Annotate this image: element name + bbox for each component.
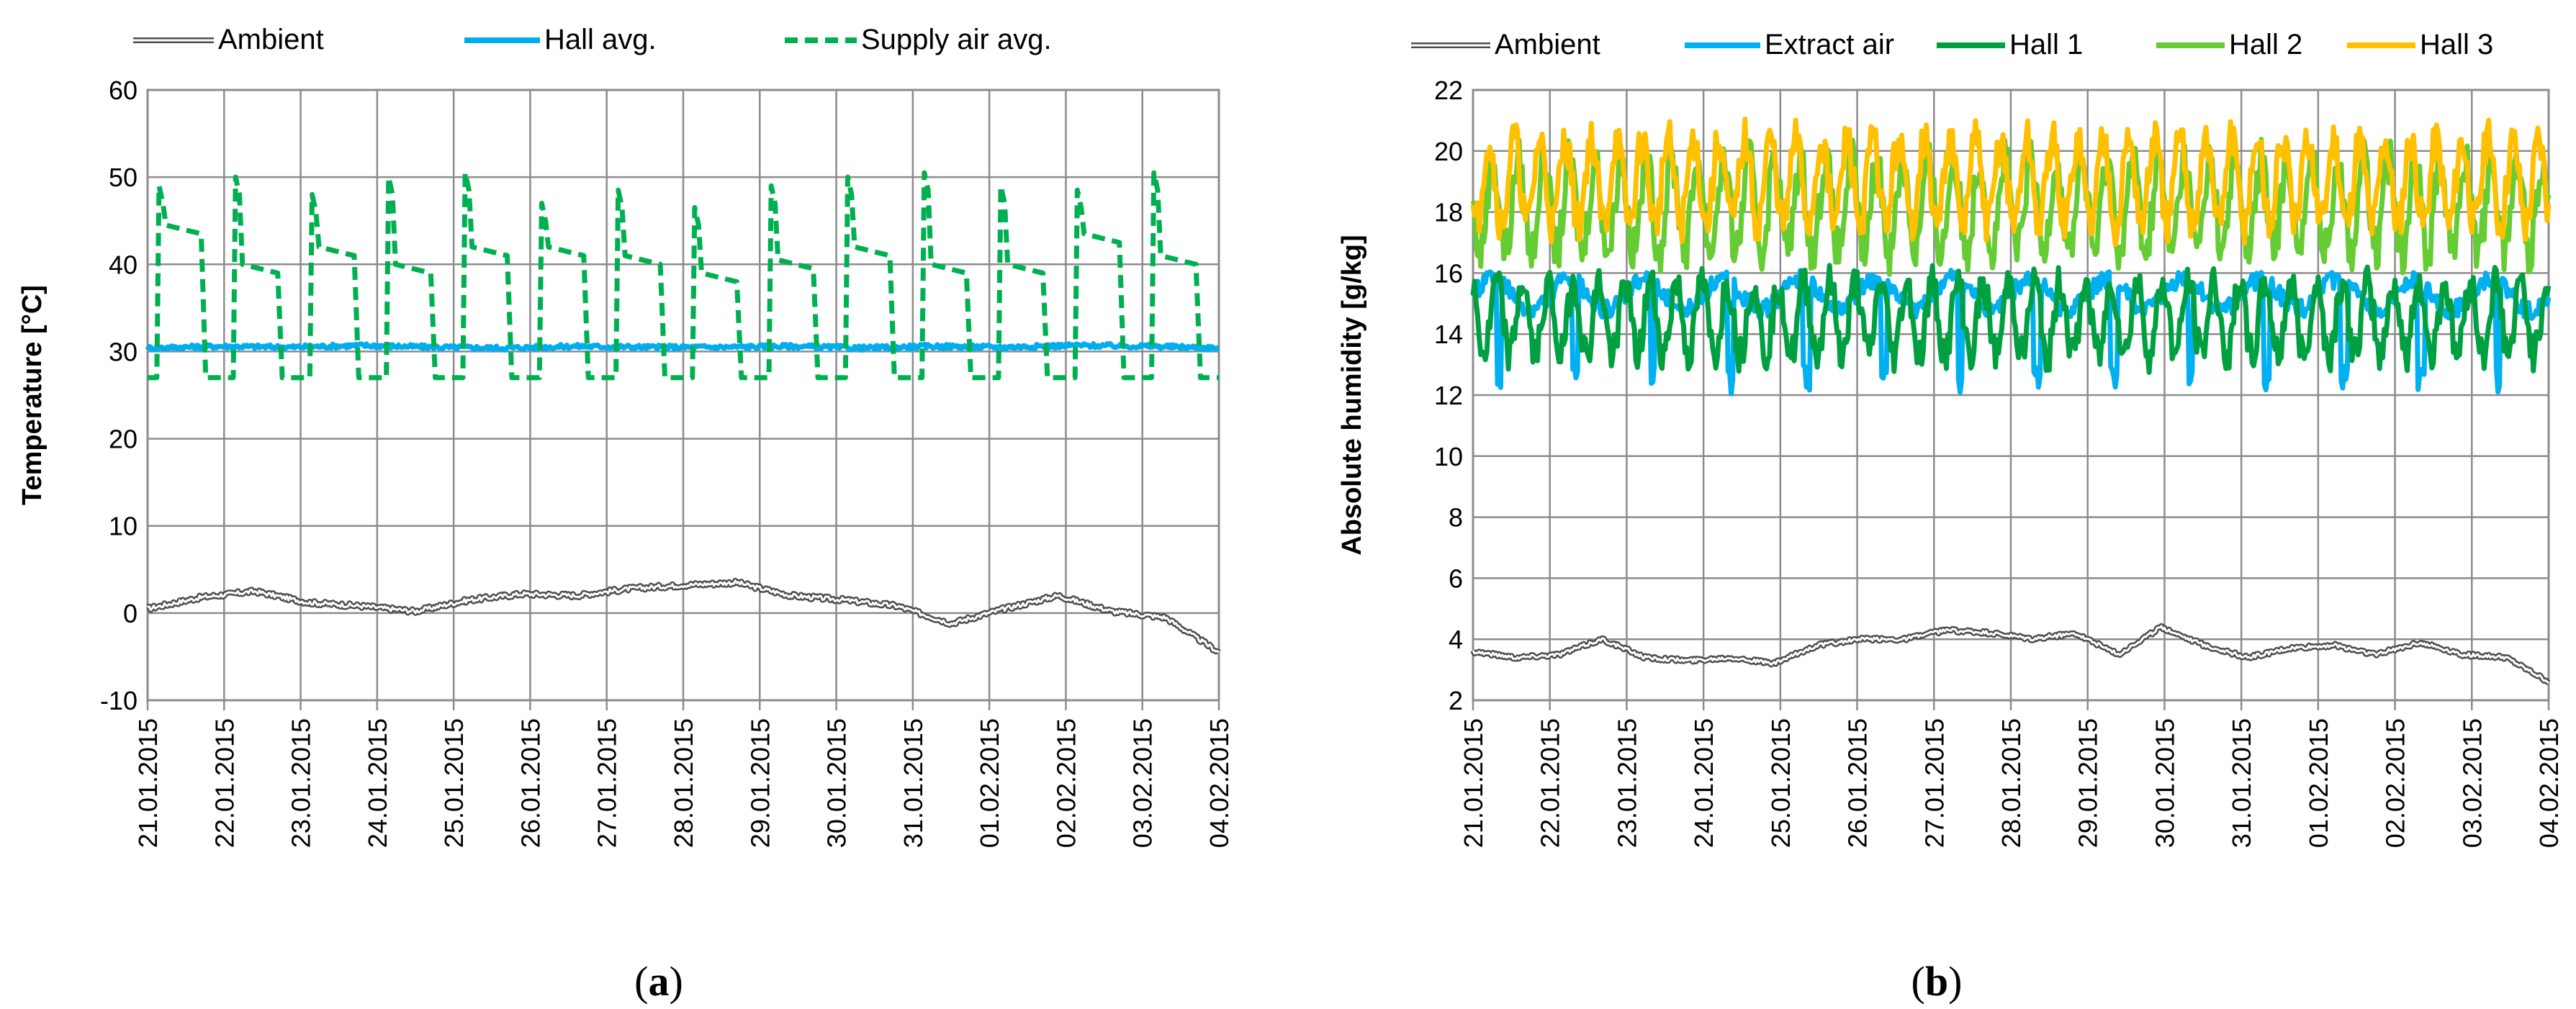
legend-label-ambient: Ambient bbox=[218, 24, 324, 55]
y-tick-label: 30 bbox=[109, 337, 138, 366]
chart-panel-b: 2 4 6 8 10 12 14 16 18 20 22 21.01.2015 22.01.2015 23… bbox=[1337, 29, 2564, 848]
series-hall-1-line bbox=[1470, 263, 2552, 375]
x-tick-label: 25.01.2015 bbox=[439, 718, 469, 848]
y-tick-label: 18 bbox=[1434, 198, 1463, 227]
x-tick-label: 30.01.2015 bbox=[2150, 718, 2179, 848]
legend-label-hall-1: Hall 1 bbox=[2009, 29, 2083, 60]
x-tick-label: 28.01.2015 bbox=[669, 718, 698, 848]
x-tick-label: 01.02.2015 bbox=[2304, 718, 2333, 848]
x-tick-label: 23.01.2015 bbox=[1612, 718, 1641, 848]
caption-b: (b) bbox=[1911, 958, 1963, 1005]
chart-panel-a: -10 0 10 20 30 40 50 60 21.01.2015 22.01.2015 23.0… bbox=[17, 24, 1234, 848]
legend-label-hall-avg: Hall avg. bbox=[544, 24, 657, 55]
y-tick-label: 4 bbox=[1449, 625, 1463, 654]
x-tick-label: 21.01.2015 bbox=[1459, 718, 1488, 848]
x-tick-label: 21.01.2015 bbox=[133, 718, 163, 848]
legend-label-supply-air-avg: Supply air avg. bbox=[861, 24, 1052, 55]
legend-label-ambient: Ambient bbox=[1495, 29, 1600, 60]
x-tick-label: 04.02.2015 bbox=[2534, 718, 2564, 848]
x-tick-label: 22.01.2015 bbox=[210, 718, 239, 848]
y-tick-label: 22 bbox=[1434, 76, 1463, 105]
y-axis-label: Temperature [°C] bbox=[17, 285, 48, 505]
x-tick-label: 27.01.2015 bbox=[593, 718, 622, 848]
y-tick-label: 0 bbox=[123, 599, 138, 628]
y-tick-label: 20 bbox=[109, 425, 138, 454]
series-hall-3-line bbox=[1470, 117, 2552, 248]
y-tick-label: 20 bbox=[1434, 137, 1463, 166]
plot-frame bbox=[146, 89, 1220, 702]
y-axis-label: Absolute humidity [g/kg] bbox=[1337, 235, 1367, 555]
series-ambient-line-inner bbox=[1472, 625, 2549, 684]
y-tick-label: 40 bbox=[109, 250, 138, 279]
y-tick-label: 50 bbox=[109, 163, 138, 192]
x-tick-label: 28.01.2015 bbox=[1996, 718, 2026, 848]
y-tick-label: 14 bbox=[1434, 320, 1463, 349]
series-ambient-line-inner bbox=[147, 579, 1220, 653]
x-tick-label: 25.01.2015 bbox=[1766, 718, 1796, 848]
x-tick-label: 03.02.2015 bbox=[1128, 718, 1158, 848]
x-tick-label: 26.01.2015 bbox=[1843, 718, 1873, 848]
y-tick-label: 8 bbox=[1449, 503, 1463, 533]
plot-frame bbox=[1472, 89, 2550, 702]
y-tick-label: 60 bbox=[109, 76, 138, 105]
series-supply-air-avg-line bbox=[148, 170, 1219, 381]
y-tick-label: 2 bbox=[1449, 686, 1463, 715]
y-tick-label: 10 bbox=[1434, 442, 1463, 471]
x-tick-label: 26.01.2015 bbox=[515, 718, 545, 848]
x-tick-label: 02.02.2015 bbox=[1051, 718, 1081, 848]
y-tick-label: 6 bbox=[1449, 564, 1463, 593]
legend-label-extract-air: Extract air bbox=[1765, 29, 1894, 60]
legend-label-hall-3: Hall 3 bbox=[2420, 29, 2493, 60]
x-tick-label: 29.01.2015 bbox=[2073, 718, 2103, 848]
x-tick-label: 23.01.2015 bbox=[287, 718, 316, 848]
x-tick-label: 29.01.2015 bbox=[745, 718, 775, 848]
x-tick-label: 27.01.2015 bbox=[1919, 718, 1949, 848]
caption-a: (a) bbox=[634, 958, 683, 1005]
x-tick-label: 01.02.2015 bbox=[975, 718, 1004, 848]
y-tick-label: 16 bbox=[1434, 258, 1463, 288]
x-tick-label: 02.02.2015 bbox=[2381, 718, 2410, 848]
series-hall-avg-line bbox=[145, 341, 1220, 353]
x-tick-label: 30.01.2015 bbox=[822, 718, 852, 848]
x-tick-label: 22.01.2015 bbox=[1536, 718, 1565, 848]
x-tick-label: 31.01.2015 bbox=[2227, 718, 2256, 848]
y-tick-label: 12 bbox=[1434, 381, 1463, 410]
x-tick-label: 24.01.2015 bbox=[1689, 718, 1719, 848]
y-tick-label: 10 bbox=[109, 512, 138, 541]
x-tick-label: 24.01.2015 bbox=[363, 718, 392, 848]
x-tick-label: 04.02.2015 bbox=[1204, 718, 1234, 848]
legend-label-hall-2: Hall 2 bbox=[2229, 29, 2302, 60]
x-tick-label: 31.01.2015 bbox=[899, 718, 928, 848]
x-tick-label: 03.02.2015 bbox=[2457, 718, 2487, 848]
y-tick-label: -10 bbox=[100, 686, 138, 715]
